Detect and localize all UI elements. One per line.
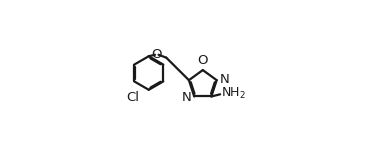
Text: NH$_2$: NH$_2$ [221, 86, 246, 101]
Text: N: N [182, 91, 192, 104]
Text: O: O [151, 48, 162, 61]
Text: N: N [220, 73, 230, 86]
Text: Cl: Cl [126, 91, 139, 104]
Text: O: O [198, 54, 208, 67]
